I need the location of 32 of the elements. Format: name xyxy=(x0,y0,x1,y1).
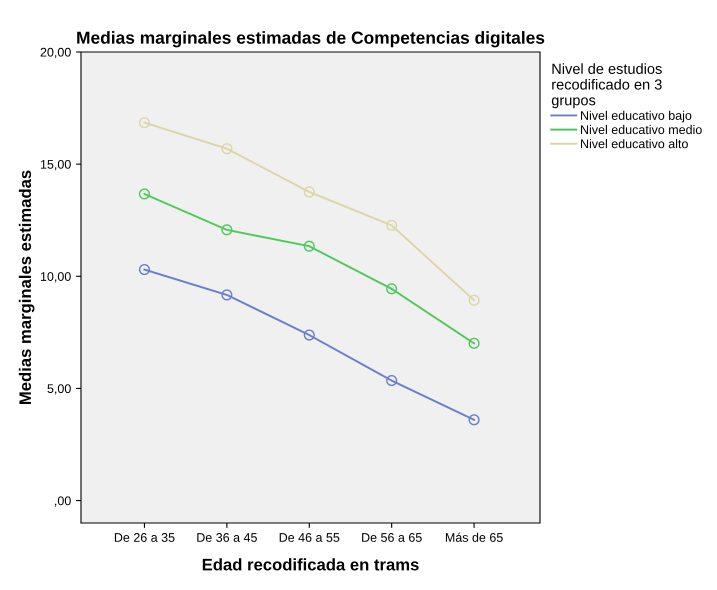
y-tick-label: 15,00 xyxy=(40,160,71,170)
chart-title: Medias marginales estimadas de Competencias digitales xyxy=(77,31,544,48)
point xyxy=(304,186,315,198)
x-tick-label: De 26 a 35 xyxy=(114,533,175,542)
x-tick-label: De 36 a 45 xyxy=(197,533,257,542)
y-tick-label: 10,00 xyxy=(40,272,71,282)
point xyxy=(304,240,315,252)
y-tick-label: ,00 xyxy=(55,496,71,507)
y-axis-title: Medias marginales estimadas xyxy=(18,170,34,404)
point xyxy=(386,220,398,231)
x-tick-label: De 46 a 55 xyxy=(280,533,340,542)
point xyxy=(468,294,480,306)
point xyxy=(138,264,150,276)
point xyxy=(221,224,232,236)
x-tick-label: Más de 65 xyxy=(446,532,503,542)
point xyxy=(386,283,398,294)
point xyxy=(221,143,232,154)
point xyxy=(468,414,480,426)
legend-label: Nivel educativo medio xyxy=(581,124,702,134)
point xyxy=(221,289,232,300)
point xyxy=(386,375,398,386)
point xyxy=(138,117,150,128)
legend-label: Nivel educativo alto xyxy=(581,139,688,148)
y-tick-label: 20,00 xyxy=(40,48,71,58)
point xyxy=(468,338,480,349)
y-tick-label: 5,00 xyxy=(47,384,71,395)
point xyxy=(138,188,150,200)
x-tick-label: De 56 a 65 xyxy=(362,533,422,542)
point xyxy=(304,329,315,341)
legend-label: Nivel educativo bajo xyxy=(581,110,692,122)
x-axis-title: Edad recodificada en trams xyxy=(202,558,419,571)
legend-title: Nivel de estudios recodificado en 3 grupos xyxy=(552,63,662,108)
